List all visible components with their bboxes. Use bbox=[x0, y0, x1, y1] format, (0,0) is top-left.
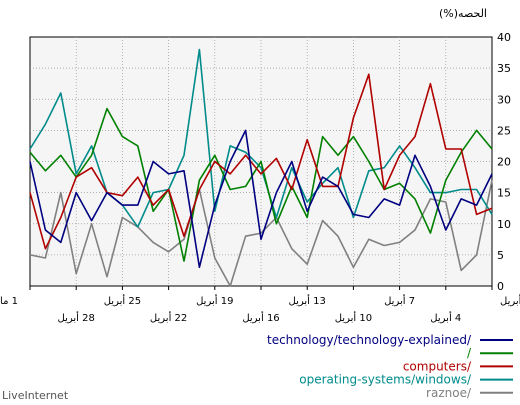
x-tick-label: 16 أبريل bbox=[242, 311, 279, 324]
legend-label: / bbox=[467, 346, 472, 360]
x-tick-label: 28 أبريل bbox=[58, 311, 95, 324]
x-tick-label: 7 أبريل bbox=[384, 294, 415, 307]
y-tick-label: 0 bbox=[497, 280, 504, 293]
x-tick-label: 13 أبريل bbox=[289, 294, 326, 307]
legend: technology/technology-explained//compute… bbox=[267, 333, 513, 400]
grid-lines bbox=[30, 37, 492, 286]
y-tick-label: 25 bbox=[497, 124, 511, 137]
footer-brand: LiveInternet bbox=[2, 389, 69, 402]
legend-label: technology/technology-explained/ bbox=[267, 333, 472, 347]
series-line-1 bbox=[29, 107, 493, 262]
legend-label: computers/ bbox=[403, 359, 472, 373]
y-axis-label: (%)الحصه bbox=[439, 7, 487, 20]
series-line-4 bbox=[29, 180, 493, 287]
y-tick-label: 5 bbox=[497, 249, 504, 262]
x-tick-label: 10 أبريل bbox=[335, 311, 372, 324]
x-tick-label: 1 أبريل bbox=[500, 294, 520, 307]
tick-labels: 0 5 10 15 20 25 30 35 40 1 مايو 28 أبريل 25 أبريل 22… bbox=[0, 31, 520, 324]
y-tick-label: 40 bbox=[497, 31, 511, 44]
y-tick-label: 30 bbox=[497, 93, 511, 106]
y-tick-label: 15 bbox=[497, 187, 511, 200]
y-tick-label: 10 bbox=[497, 218, 511, 231]
x-tick-label: 22 أبريل bbox=[150, 311, 187, 324]
legend-label: raznoe/ bbox=[426, 386, 472, 400]
legend-label: operating-systems/windows/ bbox=[299, 373, 472, 387]
x-tick-label: 19 أبريل bbox=[196, 294, 233, 307]
x-tick-label: 4 أبريل bbox=[430, 311, 461, 324]
series-lines bbox=[29, 48, 493, 287]
x-tick-label: 25 أبريل bbox=[104, 294, 141, 307]
y-tick-label: 35 bbox=[497, 62, 511, 75]
series-line-0 bbox=[29, 129, 493, 269]
x-tick-label: 1 مايو bbox=[0, 296, 18, 307]
y-tick-label: 20 bbox=[497, 156, 511, 169]
